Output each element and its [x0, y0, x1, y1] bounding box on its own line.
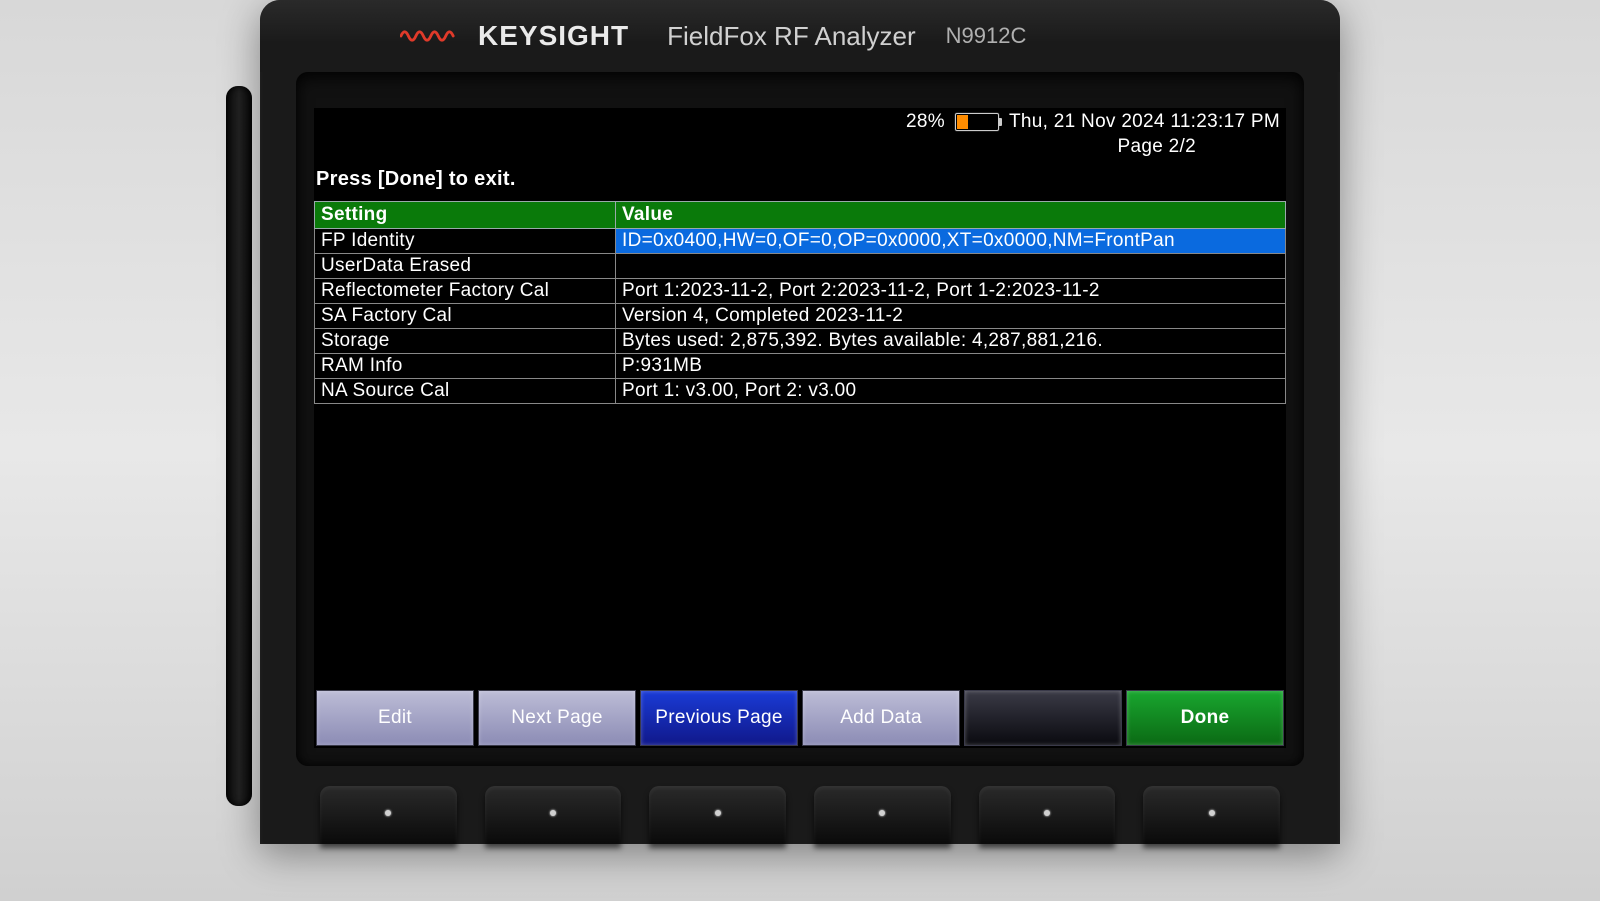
softkey-row: EditNext PagePrevious PageAdd Data Done	[314, 686, 1286, 748]
hw-key-3[interactable]	[649, 786, 786, 844]
softkey-add-data[interactable]: Add Data	[802, 690, 960, 746]
battery-icon	[955, 113, 999, 131]
setting-cell: NA Source Cal	[315, 379, 616, 404]
hw-key-1[interactable]	[320, 786, 457, 844]
product-name: FieldFox RF Analyzer	[667, 21, 916, 52]
table-row[interactable]: StorageBytes used: 2,875,392. Bytes avai…	[315, 329, 1286, 354]
table-row[interactable]: SA Factory CalVersion 4, Completed 2023-…	[315, 304, 1286, 329]
model-number: N9912C	[946, 23, 1027, 49]
status-bar: 28% Thu, 21 Nov 2024 11:23:17 PM	[314, 108, 1286, 136]
value-cell: Bytes used: 2,875,392. Bytes available: …	[616, 329, 1286, 354]
softkey-next-page[interactable]: Next Page	[478, 690, 636, 746]
value-cell: Port 1:2023-11-2, Port 2:2023-11-2, Port…	[616, 279, 1286, 304]
settings-table-body: FP IdentityID=0x0400,HW=0,OF=0,OP=0x0000…	[315, 229, 1286, 404]
value-cell: P:931MB	[616, 354, 1286, 379]
page-indicator: Page 2/2	[314, 136, 1286, 162]
hw-key-5[interactable]	[979, 786, 1116, 844]
setting-cell: RAM Info	[315, 354, 616, 379]
setting-cell: SA Factory Cal	[315, 304, 616, 329]
softkey-done[interactable]: Done	[1126, 690, 1284, 746]
value-cell	[616, 254, 1286, 279]
screen-empty-area	[314, 404, 1286, 686]
settings-table: Setting Value FP IdentityID=0x0400,HW=0,…	[314, 201, 1286, 404]
device-chassis: KEYSIGHT FieldFox RF Analyzer N9912C 28%…	[260, 0, 1340, 844]
setting-cell: Storage	[315, 329, 616, 354]
exit-instruction: Press [Done] to exit.	[314, 162, 1286, 201]
clock: Thu, 21 Nov 2024 11:23:17 PM	[1009, 111, 1280, 133]
softkey-blank	[964, 690, 1122, 746]
keysight-logo-icon	[400, 21, 456, 51]
value-cell: Version 4, Completed 2023-11-2	[616, 304, 1286, 329]
table-row[interactable]: UserData Erased	[315, 254, 1286, 279]
hardware-softkeys	[320, 786, 1280, 844]
device-strap	[226, 86, 252, 806]
softkey-edit[interactable]: Edit	[316, 690, 474, 746]
setting-cell: UserData Erased	[315, 254, 616, 279]
col-header-value: Value	[616, 202, 1286, 229]
hw-key-2[interactable]	[485, 786, 622, 844]
hw-key-6[interactable]	[1143, 786, 1280, 844]
setting-cell: Reflectometer Factory Cal	[315, 279, 616, 304]
table-row[interactable]: Reflectometer Factory CalPort 1:2023-11-…	[315, 279, 1286, 304]
battery-percent: 28%	[906, 111, 945, 133]
settings-table-header: Setting Value	[315, 202, 1286, 229]
screen-bezel: 28% Thu, 21 Nov 2024 11:23:17 PM Page 2/…	[296, 72, 1304, 766]
value-cell: Port 1: v3.00, Port 2: v3.00	[616, 379, 1286, 404]
table-row[interactable]: FP IdentityID=0x0400,HW=0,OF=0,OP=0x0000…	[315, 229, 1286, 254]
battery-fill	[957, 115, 968, 129]
setting-cell: FP Identity	[315, 229, 616, 254]
brand-strip: KEYSIGHT FieldFox RF Analyzer N9912C	[260, 0, 1340, 72]
value-cell: ID=0x0400,HW=0,OF=0,OP=0x0000,XT=0x0000,…	[616, 229, 1286, 254]
lcd-screen: 28% Thu, 21 Nov 2024 11:23:17 PM Page 2/…	[314, 108, 1286, 748]
softkey-previous-page[interactable]: Previous Page	[640, 690, 798, 746]
hw-key-4[interactable]	[814, 786, 951, 844]
table-row[interactable]: NA Source CalPort 1: v3.00, Port 2: v3.0…	[315, 379, 1286, 404]
table-row[interactable]: RAM InfoP:931MB	[315, 354, 1286, 379]
col-header-setting: Setting	[315, 202, 616, 229]
brand-name: KEYSIGHT	[478, 20, 629, 52]
